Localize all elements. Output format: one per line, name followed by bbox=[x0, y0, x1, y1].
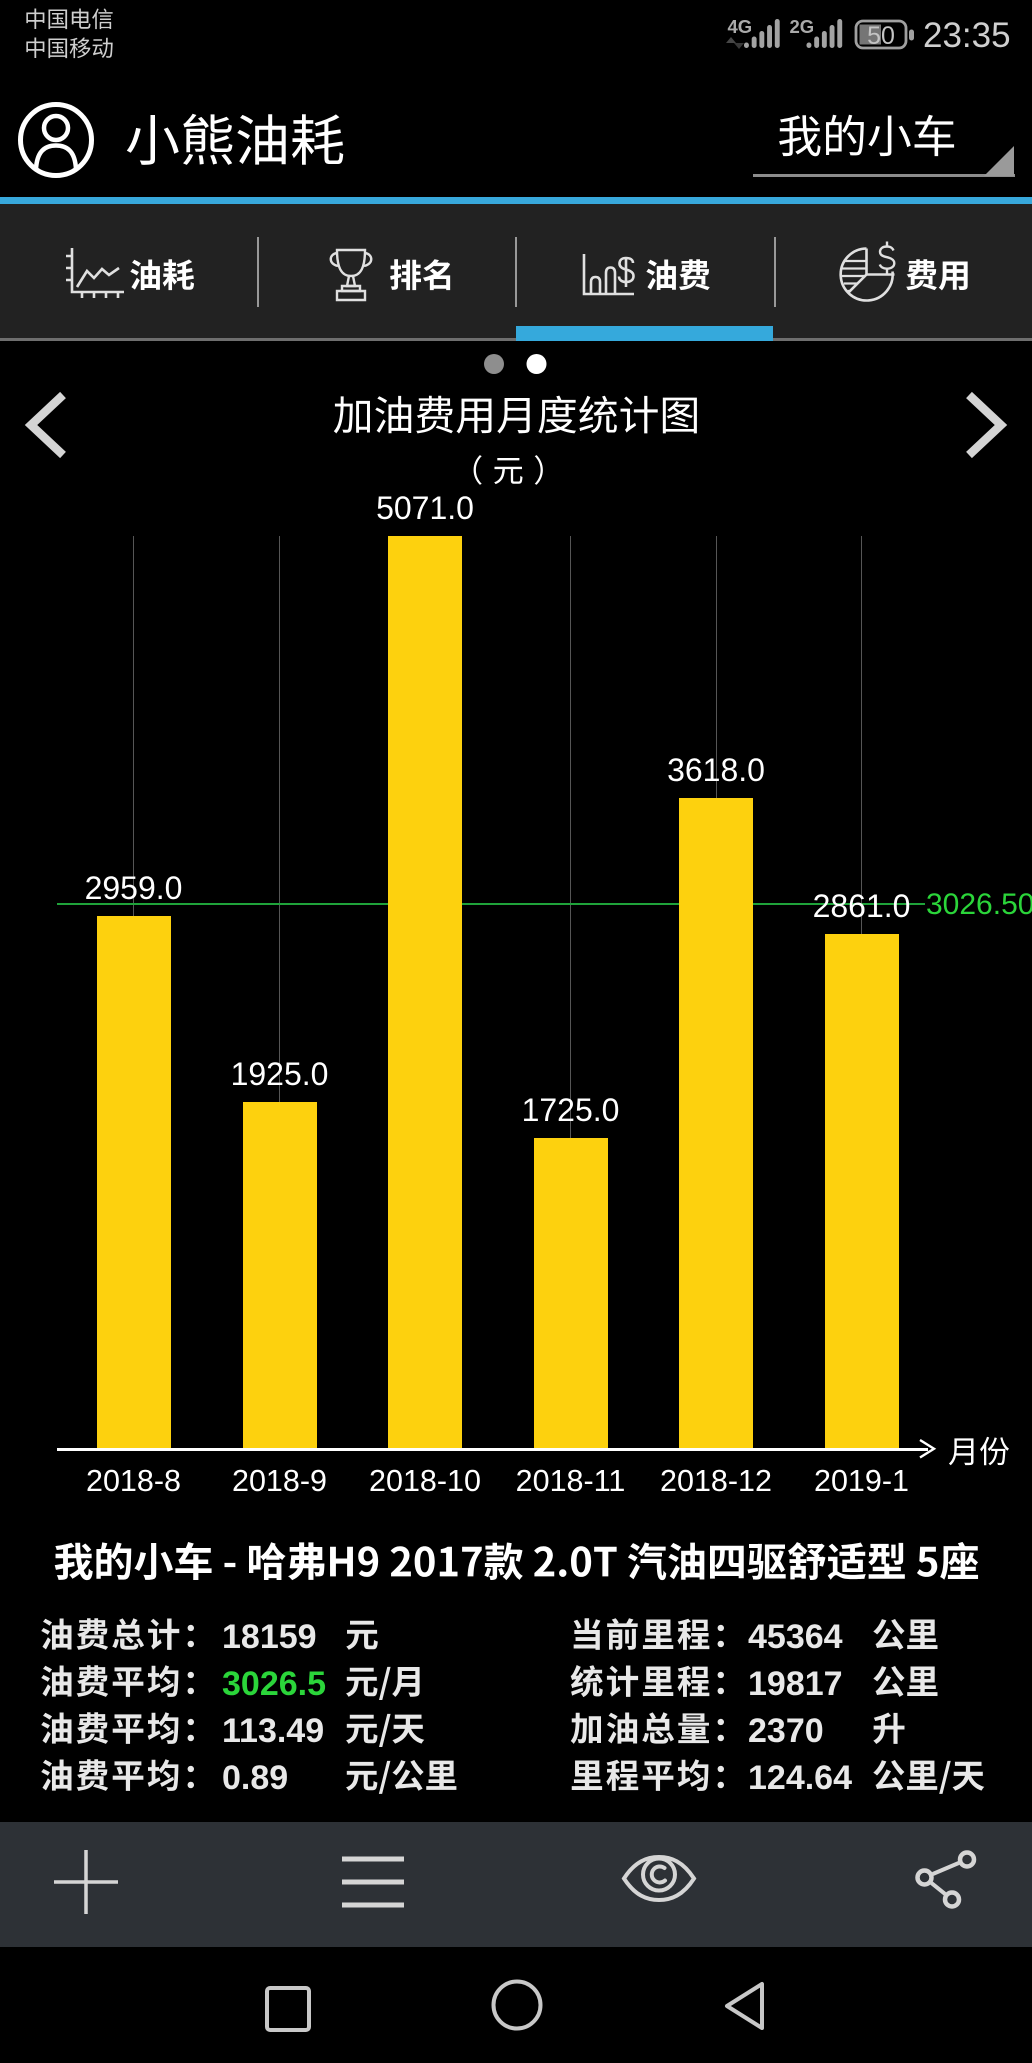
svg-text:50: 50 bbox=[867, 22, 895, 50]
